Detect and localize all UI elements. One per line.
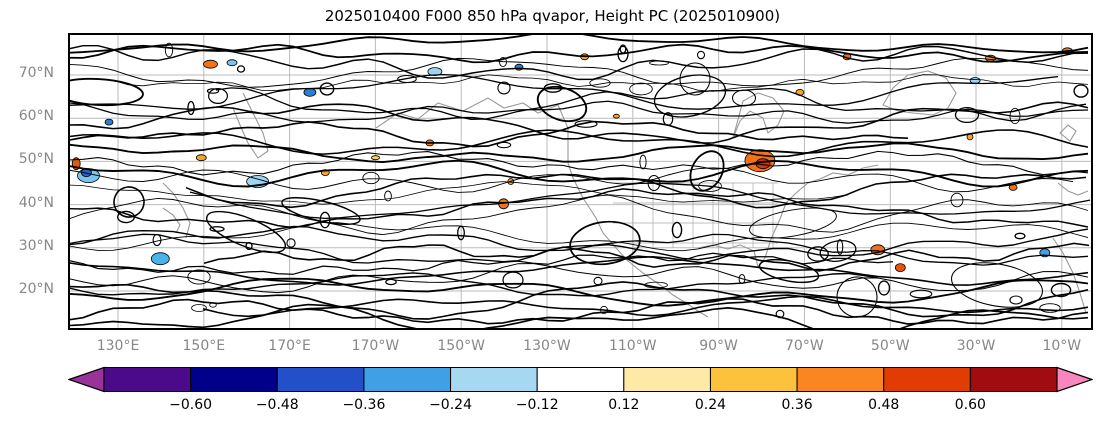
x-tick-label: 150°W (437, 338, 485, 354)
y-tick-label: 30°N (18, 237, 54, 254)
x-tick-label: 30°W (956, 338, 996, 354)
y-axis: 70°N 60°N 50°N 40°N 30°N 20°N (0, 33, 62, 330)
colorbar-tick-label: 0.12 (608, 397, 640, 413)
y-tick-label: 50°N (18, 151, 54, 168)
x-tick-label: 110°W (608, 338, 657, 354)
x-tick-label: 90°W (699, 338, 738, 354)
figure-title: 2025010400 F000 850 hPa qvapor, Height P… (324, 7, 781, 25)
x-tick-label: 10°W (1042, 338, 1082, 354)
x-tick-label: 70°W (785, 338, 824, 354)
x-axis: 130°E 150°E 170°E 170°W 150°W 130°W 110°W 90°W 7… (68, 338, 1093, 360)
colorbar-svg (67, 366, 1094, 393)
map-svg (52, 30, 1093, 337)
colorbar-tick-label: 0.48 (868, 397, 900, 413)
colorbar-tick-label: −0.12 (515, 397, 559, 413)
colorbar-tick-label: 0.36 (781, 397, 813, 413)
x-tick-label: 130°E (96, 338, 140, 354)
colorbar (67, 366, 1094, 393)
colorbar-tick-label: −0.24 (429, 397, 472, 413)
x-tick-label: 130°W (523, 338, 571, 354)
y-tick-label: 40°N (18, 194, 54, 211)
x-tick-label: 150°E (182, 338, 226, 354)
map-panel (52, 30, 1093, 337)
colorbar-tick-label: 0.24 (694, 397, 727, 413)
y-tick-label: 20°N (18, 281, 54, 298)
x-tick-label: 170°E (268, 338, 311, 354)
colorbar-tick-label: −0.48 (255, 397, 299, 413)
colorbar-ticks: −0.60 −0.48 −0.36 −0.24 −0.12 0.12 0.24 0.36 0.4… (68, 397, 1093, 417)
x-tick-label: 170°W (351, 338, 400, 354)
colorbar-tick-label: −0.36 (342, 397, 386, 413)
colorbar-tick-label: 0.60 (954, 397, 986, 413)
x-tick-label: 50°W (870, 338, 910, 354)
y-tick-label: 70°N (18, 64, 54, 81)
y-tick-label: 60°N (18, 108, 54, 125)
colorbar-tick-label: −0.60 (169, 397, 213, 413)
